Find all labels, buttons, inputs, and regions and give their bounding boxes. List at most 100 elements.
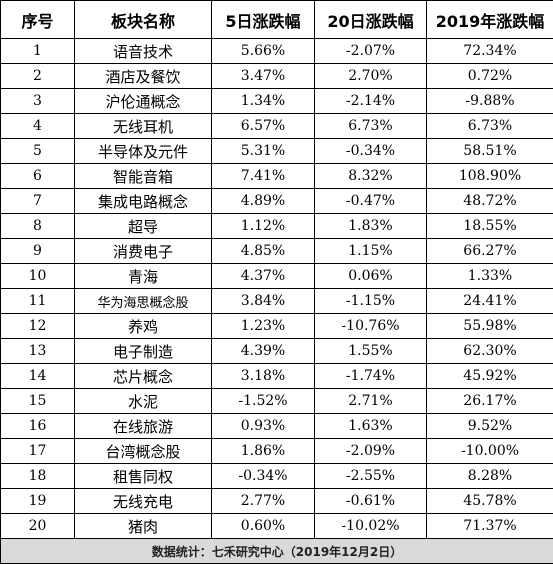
row-2019-change-cell: -10.00% <box>427 439 553 464</box>
row-20d-change-cell: -2.14% <box>315 89 427 114</box>
row-index-cell: 1 <box>1 39 75 64</box>
header-2019-change: 2019年涨跌幅 <box>427 1 553 39</box>
row-20d-change-cell: -2.09% <box>315 439 427 464</box>
row-5d-change-cell: 4.39% <box>212 339 315 364</box>
row-sector-name-cell: 集成电路概念 <box>75 189 212 214</box>
row-5d-change-cell: 3.18% <box>212 364 315 389</box>
row-index-cell: 16 <box>1 414 75 439</box>
row-index-cell: 6 <box>1 164 75 189</box>
row-sector-name-cell: 无线充电 <box>75 489 212 514</box>
row-index-cell: 8 <box>1 214 75 239</box>
row-2019-change-cell: 18.55% <box>427 214 553 239</box>
row-sector-name-cell: 青海 <box>75 264 212 289</box>
row-2019-change-cell: -9.88% <box>427 89 553 114</box>
row-sector-name-cell: 无线耳机 <box>75 114 212 139</box>
row-2019-change-cell: 72.34% <box>427 39 553 64</box>
row-5d-change-cell: 0.93% <box>212 414 315 439</box>
row-20d-change-cell: -2.07% <box>315 39 427 64</box>
row-20d-change-cell: -1.74% <box>315 364 427 389</box>
row-2019-change-cell: 48.72% <box>427 189 553 214</box>
row-20d-change-cell: 0.06% <box>315 264 427 289</box>
row-5d-change-cell: 7.41% <box>212 164 315 189</box>
row-20d-change-cell: 8.32% <box>315 164 427 189</box>
row-5d-change-cell: 2.77% <box>212 489 315 514</box>
row-sector-name-cell: 酒店及餐饮 <box>75 64 212 89</box>
row-20d-change-cell: -10.76% <box>315 314 427 339</box>
row-5d-change-cell: 5.66% <box>212 39 315 64</box>
row-20d-change-cell: -0.34% <box>315 139 427 164</box>
row-sector-name-cell: 语音技术 <box>75 39 212 64</box>
row-5d-change-cell: 4.85% <box>212 239 315 264</box>
row-sector-name-cell: 超导 <box>75 214 212 239</box>
row-20d-change-cell: -1.15% <box>315 289 427 314</box>
row-20d-change-cell: 2.71% <box>315 389 427 414</box>
row-index-cell: 15 <box>1 389 75 414</box>
row-20d-change-cell: 1.15% <box>315 239 427 264</box>
row-20d-change-cell: 1.55% <box>315 339 427 364</box>
row-5d-change-cell: 1.12% <box>212 214 315 239</box>
footer-row: 数据统计：七禾研究中心（2019年12月2日） <box>1 539 553 564</box>
row-5d-change-cell: 1.23% <box>212 314 315 339</box>
row-sector-name-cell: 租售同权 <box>75 464 212 489</box>
row-5d-change-cell: 3.84% <box>212 289 315 314</box>
row-2019-change-cell: 0.72% <box>427 64 553 89</box>
row-index-cell: 4 <box>1 114 75 139</box>
row-20d-change-cell: 2.70% <box>315 64 427 89</box>
row-2019-change-cell: 26.17% <box>427 389 553 414</box>
row-index-cell: 20 <box>1 514 75 539</box>
row-2019-change-cell: 6.73% <box>427 114 553 139</box>
row-2019-change-cell: 108.90% <box>427 164 553 189</box>
row-sector-name-cell: 电子制造 <box>75 339 212 364</box>
row-index-cell: 7 <box>1 189 75 214</box>
row-index-cell: 11 <box>1 289 75 314</box>
row-5d-change-cell: 0.60% <box>212 514 315 539</box>
row-index-cell: 18 <box>1 464 75 489</box>
row-sector-name-cell: 芯片概念 <box>75 364 212 389</box>
row-sector-name-cell: 华为海思概念股 <box>75 289 212 314</box>
row-sector-name-cell: 养鸡 <box>75 314 212 339</box>
data-source-note: 数据统计：七禾研究中心（2019年12月2日） <box>1 539 553 564</box>
table-footer: 数据统计：七禾研究中心（2019年12月2日） <box>1 539 553 564</box>
row-index-cell: 10 <box>1 264 75 289</box>
row-2019-change-cell: 45.92% <box>427 364 553 389</box>
row-sector-name-cell: 智能音箱 <box>75 164 212 189</box>
header-20d-change: 20日涨跌幅 <box>315 1 427 39</box>
row-sector-name-cell: 水泥 <box>75 389 212 414</box>
row-sector-name-cell: 在线旅游 <box>75 414 212 439</box>
header-index: 序号 <box>1 1 75 39</box>
row-index-cell: 17 <box>1 439 75 464</box>
row-5d-change-cell: -1.52% <box>212 389 315 414</box>
row-5d-change-cell: 6.57% <box>212 114 315 139</box>
table-header: 序号 板块名称 5日涨跌幅 20日涨跌幅 2019年涨跌幅 <box>1 1 553 39</box>
row-5d-change-cell: 4.89% <box>212 189 315 214</box>
row-index-cell: 9 <box>1 239 75 264</box>
row-5d-change-cell: 1.34% <box>212 89 315 114</box>
row-index-cell: 2 <box>1 64 75 89</box>
row-2019-change-cell: 58.51% <box>427 139 553 164</box>
row-20d-change-cell: 1.83% <box>315 214 427 239</box>
row-index-cell: 19 <box>1 489 75 514</box>
row-5d-change-cell: 4.37% <box>212 264 315 289</box>
row-index-cell: 12 <box>1 314 75 339</box>
row-5d-change-cell: 5.31% <box>212 139 315 164</box>
row-5d-change-cell: 1.86% <box>212 439 315 464</box>
